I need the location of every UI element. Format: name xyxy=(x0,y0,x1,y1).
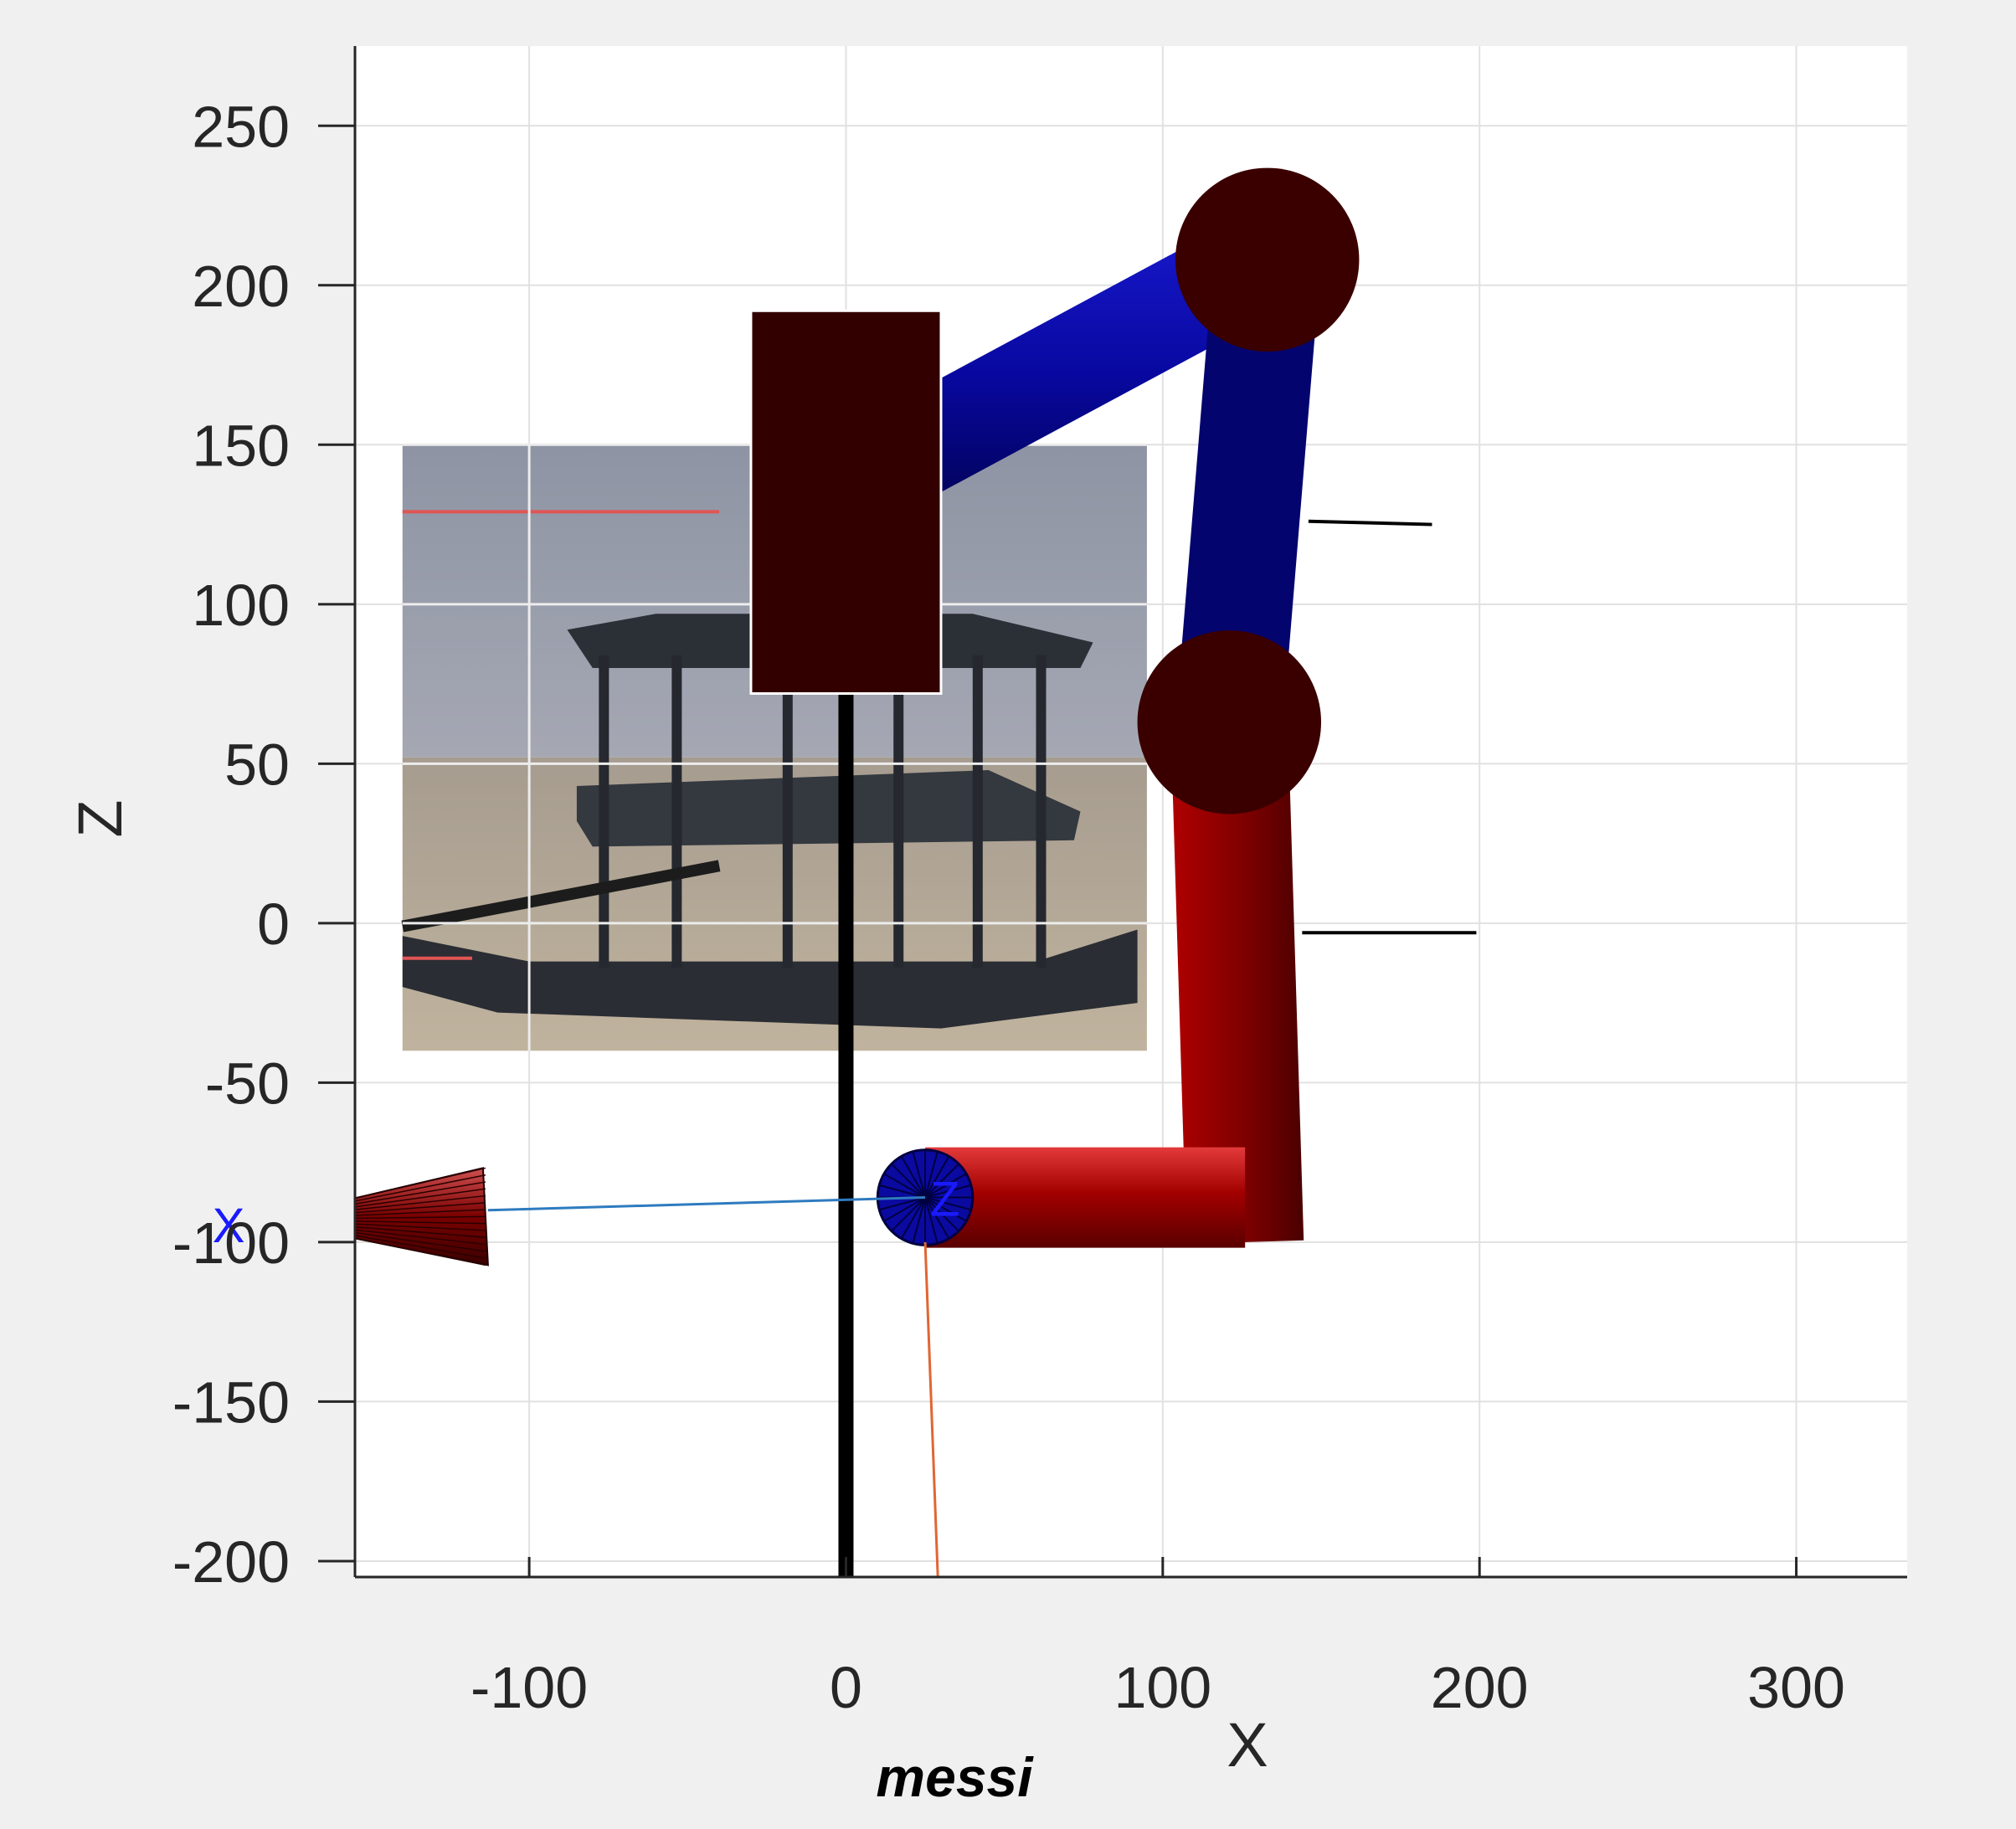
frame-line xyxy=(487,1196,926,1212)
tool-cone-rib xyxy=(354,1167,486,1200)
y-tick-label: 150 xyxy=(192,413,290,478)
photo-post xyxy=(782,655,793,968)
tool-cone-rib xyxy=(354,1181,486,1205)
elbow-joint xyxy=(1137,630,1322,814)
frame-line xyxy=(1308,519,1432,527)
wrist-spoke xyxy=(924,1173,967,1199)
wrist-spoke xyxy=(924,1163,959,1199)
wrist-spoke xyxy=(924,1196,959,1232)
y-tick-label: -150 xyxy=(172,1369,290,1435)
wrist-spoke xyxy=(883,1196,926,1222)
photo-base-plate xyxy=(402,929,1138,1029)
wrist-spoke xyxy=(924,1196,972,1211)
x-tick-labels: -100 0 100 200 300 xyxy=(471,1557,1845,1720)
tool-axis-label: X xyxy=(213,1199,245,1253)
wrist-spoke xyxy=(891,1196,926,1232)
y-tick-label: 250 xyxy=(192,94,290,159)
photo-post xyxy=(599,655,609,968)
tool-cone-rib xyxy=(354,1225,486,1239)
x-tick-label: 300 xyxy=(1747,1655,1845,1720)
tool-cone-rib xyxy=(354,1237,486,1266)
photo-post xyxy=(671,655,682,968)
y-tick-label: -50 xyxy=(205,1051,290,1116)
top-joint xyxy=(1175,167,1360,352)
x-tick-label: 200 xyxy=(1431,1655,1529,1720)
tool-cone-rib xyxy=(354,1174,486,1202)
lower-link-vertical xyxy=(1170,720,1304,1244)
tool-cone-rib xyxy=(354,1229,486,1246)
tool-cone-rib xyxy=(354,1223,486,1231)
tool-cone-rib xyxy=(354,1202,486,1214)
background-photo xyxy=(401,443,1147,1051)
tool-cone-rib xyxy=(354,1188,486,1208)
x-tick-label: 100 xyxy=(1113,1655,1211,1720)
y-tick-label: -200 xyxy=(172,1529,290,1595)
y-tick-label: 50 xyxy=(224,732,290,797)
base-block xyxy=(749,309,943,696)
tool-cone-ribs xyxy=(354,1167,486,1266)
photo-post xyxy=(893,655,904,968)
tool-cone-rib xyxy=(354,1235,486,1259)
figure-caption: messi xyxy=(876,1746,1034,1808)
y-tick-label: 200 xyxy=(192,254,290,319)
photo-middle-plate xyxy=(576,770,1081,847)
tool-cone-rib xyxy=(354,1220,486,1225)
wrist-spoke xyxy=(912,1151,927,1198)
y-axis-label: Z xyxy=(65,799,135,837)
x-tick-label: 0 xyxy=(830,1655,862,1720)
y-tick-label: 100 xyxy=(192,573,290,638)
y-tick-label: -100 xyxy=(172,1210,290,1276)
robot-arm xyxy=(354,167,1360,1577)
wrist-spoke xyxy=(924,1184,972,1199)
x-tick-label: -100 xyxy=(471,1655,588,1720)
x-axis-label: X xyxy=(1227,1710,1268,1780)
lower-link-horizontal xyxy=(925,1147,1246,1248)
wrist-spoke xyxy=(924,1197,950,1240)
photo-post xyxy=(972,655,983,968)
wrist-spoke xyxy=(900,1155,926,1199)
tool-cone-rib xyxy=(354,1215,486,1220)
photo-cable xyxy=(401,860,721,932)
wrist-spoke xyxy=(924,1151,939,1198)
tool-cone-rib xyxy=(354,1209,486,1216)
wrist-spoke xyxy=(878,1196,926,1211)
tool-cone-rib xyxy=(354,1231,486,1252)
y-tick-labels: 250 200 150 100 50 0 -50 -100 -150 -200 xyxy=(172,94,355,1595)
wrist-spoke xyxy=(912,1197,927,1244)
tool-cone-rib xyxy=(354,1195,486,1210)
photo-post xyxy=(1036,655,1047,968)
wrist-spoke xyxy=(900,1197,926,1240)
wrist-spoke xyxy=(924,1197,939,1244)
frame-line xyxy=(923,1241,939,1578)
y-tick-label: 0 xyxy=(257,891,290,957)
wrist-spoke xyxy=(878,1184,926,1199)
frame-lines xyxy=(487,519,1477,1578)
wrist-spoke xyxy=(924,1155,950,1199)
wrist-spoke xyxy=(924,1196,967,1222)
wrist-spoke xyxy=(883,1173,926,1199)
wrist-axis-label: Z xyxy=(930,1173,959,1227)
middle-link xyxy=(1175,255,1321,727)
wrist-spoke xyxy=(891,1163,926,1199)
